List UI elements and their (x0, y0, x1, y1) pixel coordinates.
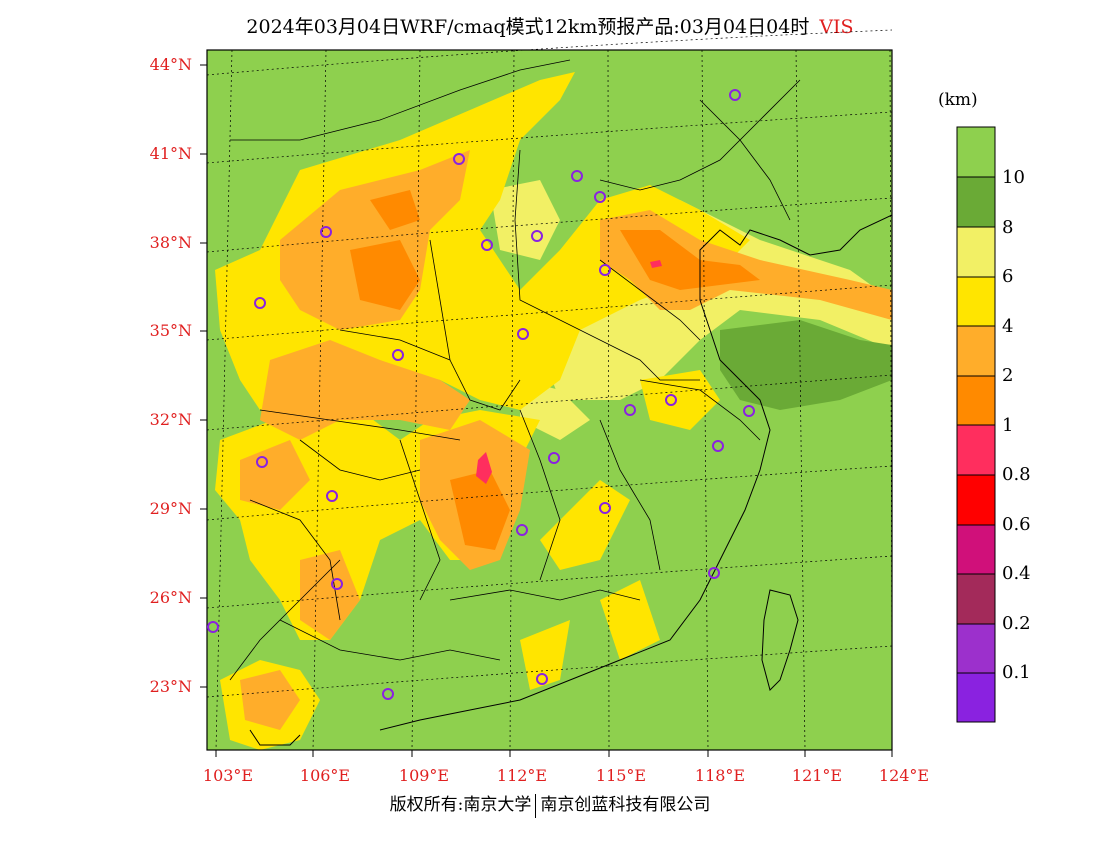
colorbar-label: 0.4 (1002, 563, 1031, 584)
sea-region (720, 320, 892, 410)
colorbar-box (956, 276, 996, 327)
lat-label: 23°N (149, 677, 192, 696)
colorbar-box (956, 573, 996, 625)
colorbar-box (956, 176, 996, 228)
colorbar-label: 2 (1002, 365, 1014, 386)
station-marker (531, 230, 543, 242)
colorbar-label: 0.6 (1002, 514, 1031, 535)
colorbar-box (956, 474, 996, 526)
station-marker (743, 405, 755, 417)
lon-label: 112°E (496, 766, 548, 785)
lon-ticks (215, 750, 893, 757)
lat-label: 29°N (149, 499, 192, 518)
variable-tag: VIS (819, 16, 854, 38)
colorbar-label: 8 (1002, 217, 1014, 238)
colorbar-box (956, 424, 996, 476)
colorbar-label: 0.8 (1002, 464, 1031, 485)
station-marker (548, 452, 560, 464)
copyright-right: 南京创蓝科技有限公司 (540, 795, 711, 815)
colorbar-box (956, 126, 996, 178)
station-marker (536, 673, 548, 685)
lat-label: 41°N (149, 144, 192, 163)
lat-label: 26°N (149, 588, 192, 607)
colorbar (956, 126, 996, 723)
station-marker (207, 621, 219, 633)
coastline (249, 214, 893, 746)
lon-label: 115°E (595, 766, 647, 785)
visibility-2-4km-areas (240, 150, 892, 730)
copyright-left: 版权所有:南京大学 (389, 795, 532, 815)
station-marker (453, 153, 465, 165)
colorbar-box (956, 672, 996, 723)
station-marker (599, 264, 611, 276)
visibility-1-2km-areas (350, 190, 760, 550)
lon-label: 109°E (398, 766, 450, 785)
station-marker (729, 89, 741, 101)
station-marker (624, 404, 636, 416)
lat-label: 35°N (149, 321, 192, 340)
station-marker (517, 328, 529, 340)
station-marker (254, 297, 266, 309)
map-title: 2024年03月04日WRF/cmaq模式12km预报产品:03月04日04时 V… (0, 12, 1100, 39)
station-marker (594, 191, 606, 203)
colorbar-label: 1 (1002, 415, 1014, 436)
station-marker (665, 394, 677, 406)
lon-label: 124°E (878, 766, 930, 785)
visibility-0.8-1km-areas (476, 260, 662, 484)
lon-label: 103°E (202, 766, 254, 785)
lat-ticks (200, 64, 207, 688)
colorbar-label: 0.2 (1002, 613, 1031, 634)
stations (207, 89, 755, 700)
station-marker (599, 502, 611, 514)
lat-label: 44°N (149, 55, 192, 74)
colorbar-box (956, 325, 996, 377)
colorbar-box (956, 226, 996, 278)
station-marker (708, 567, 720, 579)
station-marker (481, 239, 493, 251)
colorbar-box (956, 623, 996, 674)
colorbar-label: 10 (1002, 167, 1025, 188)
colorbar-label: 4 (1002, 316, 1014, 337)
colorbar-unit: (km) (938, 90, 978, 110)
colorbar-label: 6 (1002, 266, 1014, 287)
station-marker (256, 456, 268, 468)
station-marker (571, 170, 583, 182)
graticule (206, 29, 893, 751)
station-marker (712, 440, 724, 452)
map-frame (206, 49, 893, 751)
lon-label: 106°E (299, 766, 351, 785)
colorbar-box (956, 375, 996, 426)
station-marker (320, 226, 332, 238)
station-marker (331, 578, 343, 590)
title-text: 2024年03月04日WRF/cmaq模式12km预报产品:03月04日04时 (246, 16, 810, 38)
province-boundaries (229, 59, 801, 681)
lon-label: 121°E (791, 766, 843, 785)
lat-label: 32°N (149, 410, 192, 429)
lat-label: 38°N (149, 233, 192, 252)
lon-label: 118°E (694, 766, 746, 785)
copyright-footer: 版权所有:南京大学 南京创蓝科技有限公司 (0, 790, 1100, 818)
station-marker (392, 349, 404, 361)
colorbar-box (956, 524, 996, 575)
station-marker (326, 490, 338, 502)
colorbar-label: 0.1 (1002, 662, 1031, 683)
station-marker (382, 688, 394, 700)
footer-separator (535, 793, 537, 818)
station-marker (516, 524, 528, 536)
